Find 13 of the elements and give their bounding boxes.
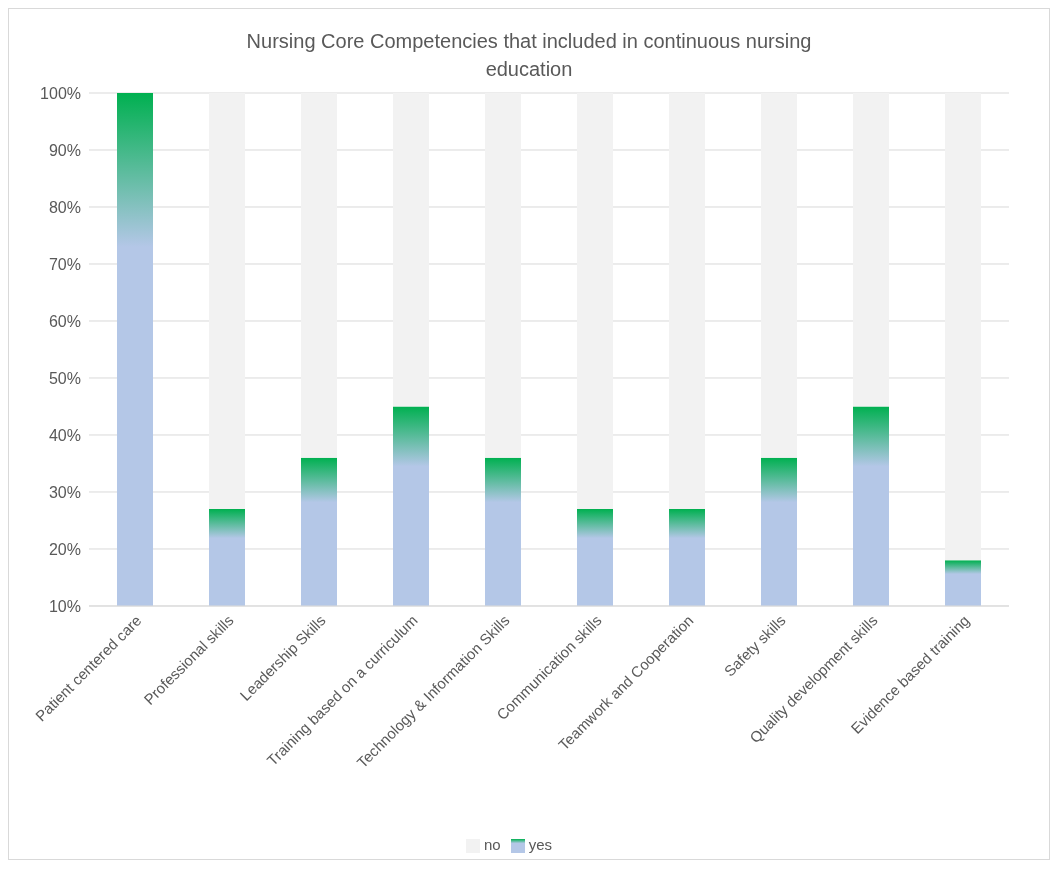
y-tick-label: 90% <box>48 141 81 159</box>
y-tick-label: 100% <box>40 84 81 102</box>
y-tick-label: 60% <box>48 312 81 330</box>
y-tick-label: 10% <box>48 597 81 615</box>
y-tick-label: 50% <box>48 369 81 387</box>
y-tick-label: 80% <box>48 198 81 216</box>
legend-label: yes <box>528 835 553 853</box>
legend-label: no <box>483 835 501 853</box>
y-tick-label: 30% <box>48 483 81 501</box>
y-tick-label: 20% <box>48 540 81 558</box>
y-tick-label: 70% <box>48 255 81 273</box>
y-tick-label: 40% <box>48 426 81 444</box>
chart-title: Nursing Core Competencies that included in continuous nursing education <box>245 29 813 82</box>
